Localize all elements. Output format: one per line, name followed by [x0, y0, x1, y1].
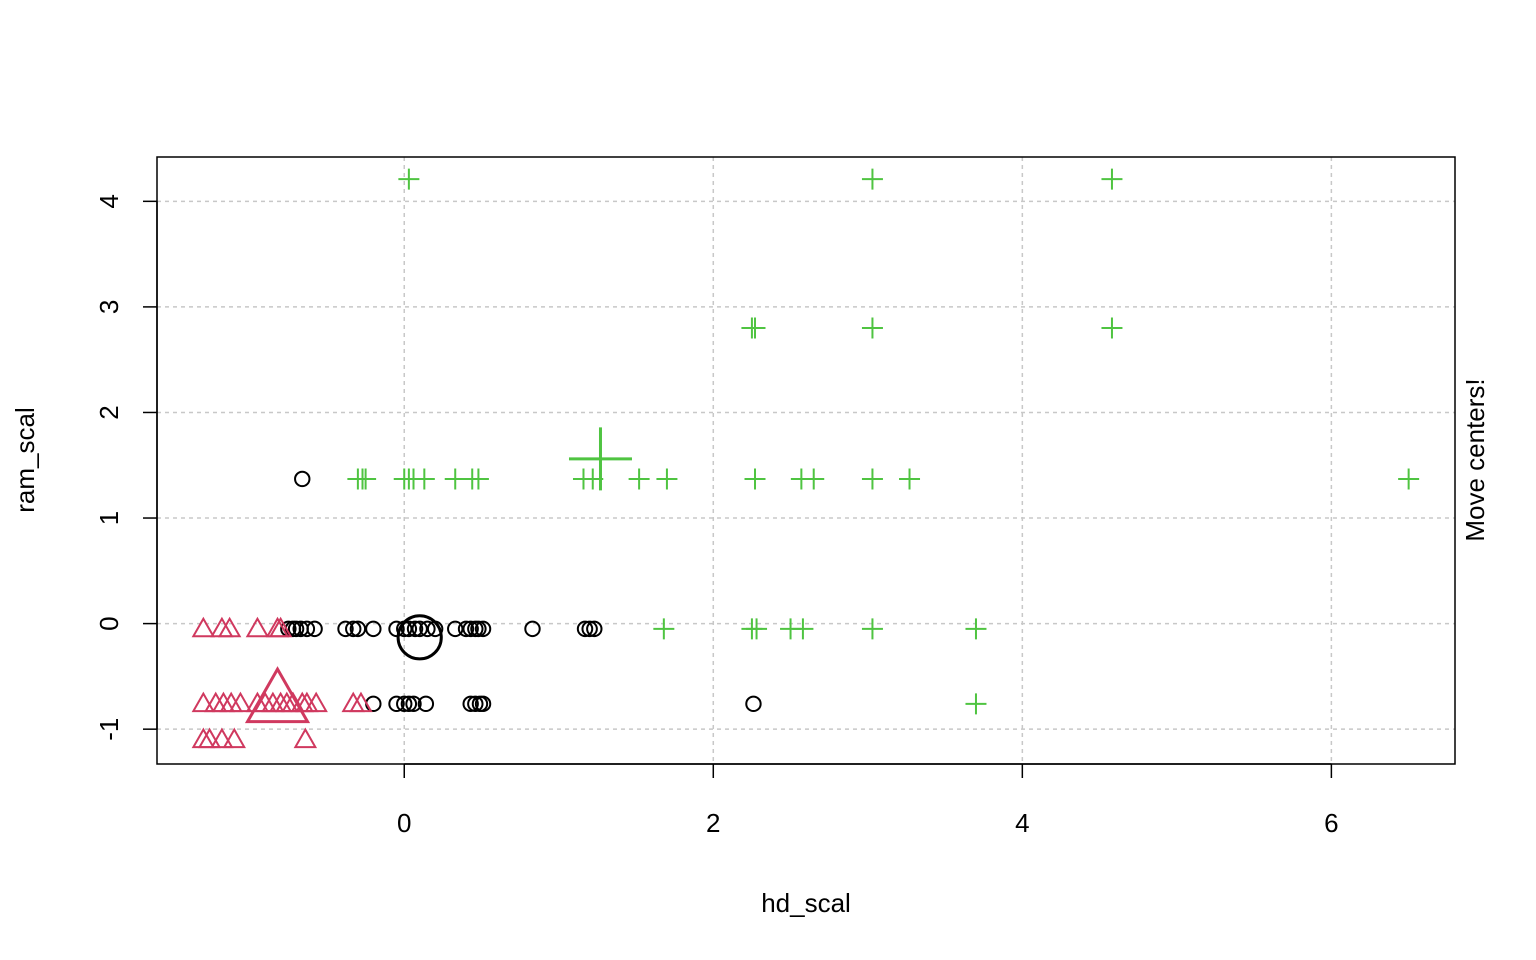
grid-lines [157, 157, 1455, 764]
point-circle-34 [462, 695, 479, 713]
point-circle-26 [581, 620, 598, 638]
x-axis-label: hd_scal [761, 888, 851, 918]
point-triangle-24 [210, 727, 234, 749]
point-triangle-21 [349, 691, 373, 713]
point-plus-27 [653, 618, 675, 640]
point-circle-7 [337, 620, 354, 638]
center-triangle [244, 666, 311, 724]
point-plus-25 [899, 468, 921, 490]
point-circle-24 [524, 620, 541, 638]
y-axis-label: ram_scal [10, 407, 40, 512]
x-tick-label-0: 0 [397, 808, 411, 838]
point-circle-27 [586, 620, 603, 638]
point-circle-11 [388, 620, 405, 638]
point-circle-6 [306, 620, 323, 638]
point-plus-32 [861, 618, 883, 640]
point-circle-10 [365, 620, 382, 638]
point-circle-33 [417, 695, 435, 713]
point-circle-29 [388, 695, 405, 713]
point-circle-16 [419, 620, 436, 638]
point-circle-5 [298, 620, 316, 638]
point-circle-28 [365, 695, 382, 713]
point-circle-3 [287, 620, 305, 638]
y-tick-label-1: 0 [94, 616, 124, 630]
point-triangle-3 [245, 616, 270, 638]
point-circle-22 [470, 620, 487, 638]
point-plus-24 [861, 468, 883, 490]
y-tick-label-4: 3 [94, 300, 124, 314]
point-plus-23 [803, 468, 825, 490]
y-tick-label-5: 4 [94, 194, 124, 208]
point-triangle-26 [293, 727, 318, 749]
point-plus-20 [656, 468, 678, 490]
point-circle-13 [400, 620, 418, 638]
point-circle-30 [396, 695, 413, 713]
point-plus-31 [792, 618, 814, 640]
point-circle-15 [411, 620, 428, 638]
point-triangle-0 [191, 616, 216, 638]
point-plus-29 [746, 618, 768, 640]
point-triangle-19 [304, 691, 328, 713]
y-tick-label-0: -1 [94, 718, 124, 741]
data-points [191, 168, 1420, 749]
point-triangle-25 [222, 727, 246, 749]
point-circle-25 [576, 620, 594, 638]
point-circle-31 [400, 695, 418, 713]
point-plus-16 [467, 468, 489, 490]
point-circle-32 [405, 695, 422, 713]
x-tick-label-3: 6 [1324, 808, 1338, 838]
point-circle-20 [462, 620, 479, 638]
point-plus-21 [744, 468, 766, 490]
point-plus-6 [1101, 317, 1123, 339]
y-tick-label-3: 2 [94, 405, 124, 419]
point-circle-9 [349, 620, 367, 638]
y-tick-label-2: 1 [94, 511, 124, 525]
point-circle-35 [467, 695, 484, 713]
axes: 0 2 4 6 -1 0 1 2 3 4 [94, 194, 1339, 838]
point-plus-2 [1101, 168, 1123, 190]
point-circle-8 [345, 620, 362, 638]
point-circle-14 [406, 620, 424, 638]
point-plus-19 [628, 468, 650, 490]
point-triangle-10 [228, 691, 253, 713]
point-circle-37 [474, 695, 492, 713]
point-plus-5 [861, 317, 883, 339]
point-circle-0 [294, 470, 311, 488]
x-tick-label-2: 4 [1015, 808, 1029, 838]
point-plus-9 [355, 468, 377, 490]
point-plus-34 [965, 693, 987, 715]
point-circle-19 [457, 620, 475, 638]
point-triangle-23 [197, 727, 222, 749]
point-triangle-2 [217, 616, 242, 638]
point-triangle-5 [268, 616, 293, 638]
point-circle-38 [745, 695, 762, 713]
point-plus-4 [744, 317, 766, 339]
point-plus-0 [398, 168, 420, 190]
center-plus [568, 427, 632, 491]
x-tick-label-1: 2 [706, 808, 720, 838]
point-circle-18 [447, 620, 464, 638]
plot-frame [156, 156, 1456, 765]
center-circle [396, 614, 443, 661]
point-plus-13 [413, 468, 435, 490]
point-plus-26 [1398, 468, 1420, 490]
point-plus-1 [861, 168, 883, 190]
point-triangle-6 [191, 691, 216, 713]
side-label: Move centers! [1460, 378, 1490, 541]
point-circle-23 [474, 620, 492, 638]
point-plus-33 [965, 618, 987, 640]
